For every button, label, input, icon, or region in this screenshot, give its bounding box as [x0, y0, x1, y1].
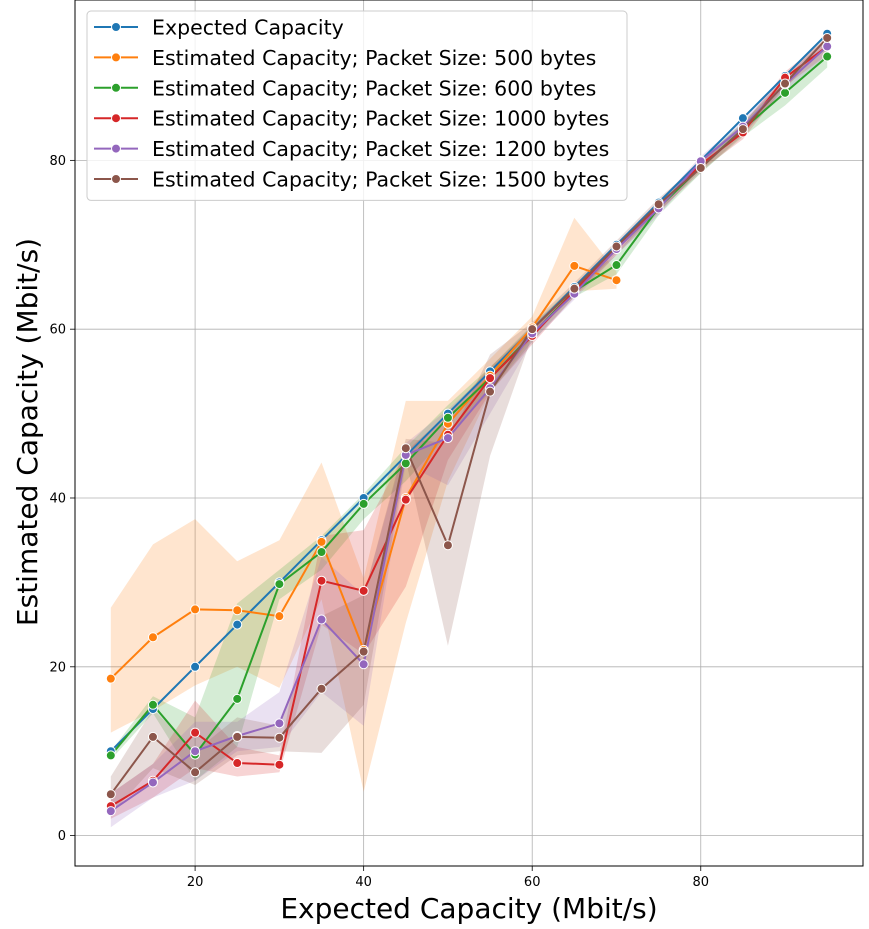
x-axis-label: Expected Capacity (Mbit/s) [280, 892, 657, 925]
data-point [147, 777, 158, 788]
data-point [611, 275, 622, 286]
data-point [653, 199, 664, 210]
data-point [316, 547, 327, 558]
data-point [105, 750, 116, 761]
legend-label: Estimated Capacity; Packet Size: 1500 by… [152, 168, 609, 192]
legend-marker [111, 22, 121, 32]
data-point [695, 162, 706, 173]
data-point [274, 759, 285, 770]
y-tick-label: 60 [49, 323, 66, 338]
legend-marker [111, 113, 121, 124]
series-line-0 [110, 33, 828, 752]
data-point [358, 498, 369, 509]
legend-marker [111, 143, 121, 154]
data-point [190, 767, 201, 778]
legend-label: Estimated Capacity; Packet Size: 1000 by… [152, 107, 609, 131]
data-point [611, 260, 622, 271]
data-point [105, 806, 116, 817]
y-axis-label: Estimated Capacity (Mbit/s) [11, 238, 44, 626]
data-point [358, 659, 369, 670]
data-point [232, 758, 243, 769]
legend-label: Expected Capacity [152, 16, 344, 40]
data-point [274, 718, 285, 729]
data-point [780, 78, 791, 89]
legend-label: Estimated Capacity; Packet Size: 600 byt… [152, 76, 596, 100]
data-point [232, 731, 243, 742]
data-point [190, 661, 201, 672]
data-point [105, 789, 116, 800]
data-point [147, 731, 158, 742]
legend-marker [111, 174, 121, 184]
data-point [274, 579, 285, 590]
legend-label: Estimated Capacity; Packet Size: 500 byt… [152, 46, 596, 70]
data-point [274, 732, 285, 743]
data-point [527, 324, 538, 335]
data-point [105, 673, 116, 684]
data-point [316, 536, 327, 547]
data-point [358, 646, 369, 657]
x-tick-label: 20 [187, 875, 204, 890]
data-point [358, 585, 369, 596]
legend-marker [111, 52, 121, 63]
legend-label: Estimated Capacity; Packet Size: 1200 by… [152, 137, 609, 161]
data-point [190, 746, 201, 757]
data-point [316, 614, 327, 625]
confidence-band-series-4 [110, 38, 828, 828]
data-point [147, 699, 158, 710]
data-point [400, 458, 411, 469]
series-markers [105, 28, 833, 817]
x-tick-label: 40 [355, 875, 372, 890]
data-point [274, 611, 285, 622]
data-point [442, 540, 453, 551]
data-point [569, 283, 580, 294]
data-point [232, 619, 243, 630]
data-point [442, 412, 453, 423]
data-point [190, 604, 201, 615]
data-point [400, 494, 411, 505]
data-point [400, 443, 411, 454]
series-line-4 [110, 45, 828, 812]
data-point [442, 433, 453, 444]
data-point [611, 241, 622, 252]
plot-frame [74, 0, 864, 867]
x-tick-label: 80 [692, 875, 709, 890]
y-tick-label: 40 [49, 491, 66, 506]
data-point [316, 575, 327, 586]
legend-box [86, 10, 628, 201]
data-point [485, 373, 496, 384]
axis-ticks: 20 40 60 80 0 20 40 60 80 [49, 154, 709, 890]
x-tick-label: 60 [524, 875, 541, 890]
data-point [822, 51, 833, 62]
data-point [822, 41, 833, 52]
data-point [190, 727, 201, 738]
data-point [569, 260, 580, 271]
data-point [822, 32, 833, 43]
data-point [316, 683, 327, 694]
legend-marker [111, 82, 121, 93]
data-point [232, 605, 243, 616]
data-point [737, 113, 748, 124]
y-tick-label: 20 [49, 660, 66, 675]
data-point [485, 386, 496, 397]
data-point [232, 693, 243, 704]
data-point [737, 124, 748, 135]
data-point [780, 87, 791, 98]
data-point [147, 632, 158, 643]
series-line-3 [110, 45, 828, 807]
legend: Expected Capacity Estimated Capacity; Pac… [86, 10, 628, 201]
y-tick-label: 0 [58, 829, 66, 844]
y-tick-label: 80 [49, 154, 66, 169]
confidence-band-series-5 [110, 32, 828, 815]
series-line-5 [109, 37, 828, 795]
confidence-band-series-1 [110, 217, 617, 792]
